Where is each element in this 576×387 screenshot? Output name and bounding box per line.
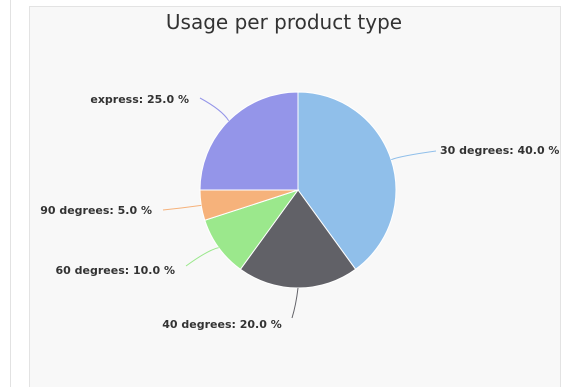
left-panel-edge: [0, 0, 11, 387]
data-label-40-degrees: 40 degrees: 20.0 %: [162, 318, 281, 331]
data-label-30-degrees: 30 degrees: 40.0 %: [440, 144, 559, 157]
connector-90-degrees: [162, 204, 202, 211]
connector-60-degrees: [185, 247, 219, 267]
chart-title: Usage per product type: [165, 10, 403, 34]
data-label-express: express: 25.0 %: [90, 93, 189, 106]
data-label-60-degrees: 60 degrees: 10.0 %: [56, 264, 175, 277]
connector-40-degrees: [291, 287, 299, 319]
data-label-90-degrees: 90 degrees: 5.0 %: [40, 204, 152, 217]
connector-express: [199, 97, 230, 121]
pie-slice-40-degrees[interactable]: [239, 189, 357, 289]
pie-slice-express[interactable]: [199, 91, 299, 191]
connector-30-degrees: [391, 150, 437, 161]
